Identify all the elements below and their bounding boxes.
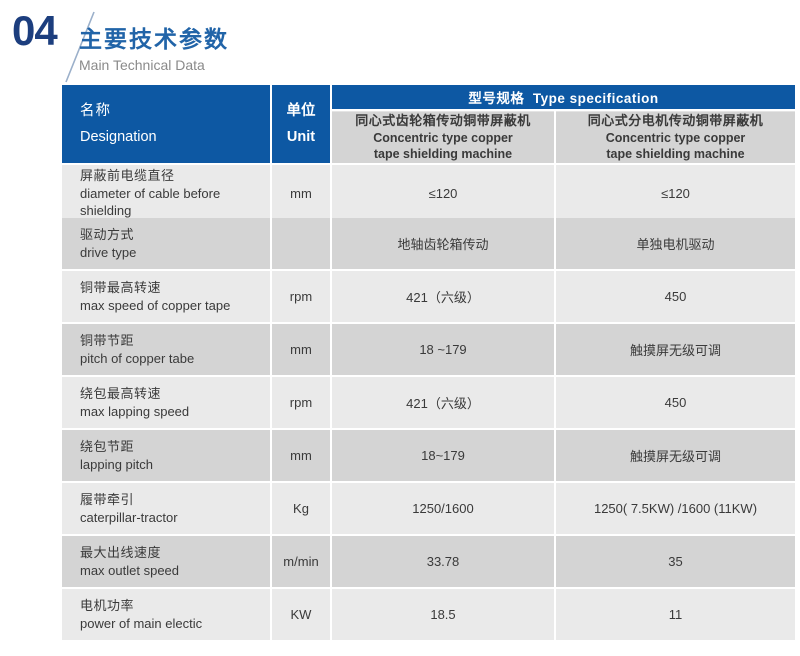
col-header-designation-en: Designation <box>80 129 157 145</box>
row-designation-zh: 绕包节距 <box>80 438 135 454</box>
machine-2-name-en-line1: Concentric type copper <box>605 130 746 145</box>
row-designation-zh: 电机功率 <box>80 597 135 613</box>
machine-1-name-zh: 同心式齿轮箱传动铜带屏蔽机 <box>355 113 531 129</box>
row-unit: rpm <box>272 377 330 428</box>
row-value-machine-2: ≤120 <box>556 165 795 222</box>
table-row: 驱动方式 drive type 地轴齿轮箱传动 单独电机驱动 <box>62 218 795 269</box>
row-designation: 屏蔽前电缆直径 diameter of cable before shieldi… <box>62 165 270 222</box>
row-value-machine-2: 单独电机驱动 <box>556 218 795 269</box>
row-unit: KW <box>272 589 330 640</box>
table-header: 名称 Designation 单位 Unit 型号规格 Type specifi… <box>62 85 795 163</box>
slash-divider-icon <box>65 11 95 83</box>
col-header-unit: 单位 Unit <box>272 85 330 163</box>
row-unit <box>272 218 330 269</box>
row-value-machine-2: 1250( 7.5KW) /1600 (11KW) <box>556 483 795 534</box>
row-value-machine-2: 35 <box>556 536 795 587</box>
row-unit: mm <box>272 165 330 222</box>
row-designation: 履带牵引 caterpillar-tractor <box>62 483 270 534</box>
row-unit: m/min <box>272 536 330 587</box>
type-spec-header-group: 型号规格 Type specification 同心式齿轮箱传动铜带屏蔽机 Co… <box>332 85 795 163</box>
row-designation: 电机功率 power of main electic <box>62 589 270 640</box>
row-value-machine-2: 触摸屏无级可调 <box>556 324 795 375</box>
row-designation-zh: 绕包最高转速 <box>80 385 162 401</box>
col-header-designation-zh: 名称 <box>80 102 111 119</box>
page-title-zh: 主要技术参数 <box>79 26 229 52</box>
table-row: 铜带节距 pitch of copper tabe mm 18 ~179 触摸屏… <box>62 324 795 375</box>
page-title-en: Main Technical Data <box>79 57 205 73</box>
row-value-machine-1: 421（六级） <box>332 377 554 428</box>
row-value-machine-2: 450 <box>556 271 795 322</box>
row-designation-zh: 铜带节距 <box>80 332 135 348</box>
machine-1-name-en-line1: Concentric type copper <box>373 130 513 145</box>
type-spec-banner: 型号规格 Type specification <box>332 85 795 109</box>
row-value-machine-1: 地轴齿轮箱传动 <box>332 218 554 269</box>
row-designation-zh: 驱动方式 <box>80 226 135 242</box>
row-value-machine-1: 18.5 <box>332 589 554 640</box>
row-designation-en: max lapping speed <box>80 403 190 419</box>
table-row: 铜带最高转速 max speed of copper tape rpm 421（… <box>62 271 795 322</box>
row-designation-zh: 铜带最高转速 <box>80 279 162 295</box>
row-designation: 铜带节距 pitch of copper tabe <box>62 324 270 375</box>
row-unit: mm <box>272 324 330 375</box>
col-header-machine-1: 同心式齿轮箱传动铜带屏蔽机 Concentric type copper tap… <box>332 111 554 163</box>
table-row: 电机功率 power of main electic KW 18.5 11 <box>62 589 795 640</box>
row-unit: Kg <box>272 483 330 534</box>
tech-data-table: 名称 Designation 单位 Unit 型号规格 Type specifi… <box>62 85 795 640</box>
row-unit: mm <box>272 430 330 481</box>
row-designation: 绕包最高转速 max lapping speed <box>62 377 270 428</box>
row-designation: 最大出线速度 max outlet speed <box>62 536 270 587</box>
row-value-machine-1: 421（六级） <box>332 271 554 322</box>
row-designation-zh: 最大出线速度 <box>80 544 162 560</box>
row-value-machine-2: 触摸屏无级可调 <box>556 430 795 481</box>
row-designation-en: drive type <box>80 244 137 260</box>
col-header-machine-2: 同心式分电机传动铜带屏蔽机 Concentric type copper tap… <box>556 111 795 163</box>
row-value-machine-1: 18 ~179 <box>332 324 554 375</box>
section-number: 04 <box>12 7 58 54</box>
row-designation-zh: 履带牵引 <box>80 491 135 507</box>
machine-2-name-en-line2: tape shielding machine <box>606 146 745 161</box>
col-header-unit-zh: 单位 <box>286 102 316 119</box>
table-row: 绕包节距 lapping pitch mm 18~179 触摸屏无级可调 <box>62 430 795 481</box>
col-header-designation: 名称 Designation <box>62 85 270 163</box>
row-value-machine-1: ≤120 <box>332 165 554 222</box>
row-designation: 铜带最高转速 max speed of copper tape <box>62 271 270 322</box>
row-designation: 驱动方式 drive type <box>62 218 270 269</box>
row-value-machine-1: 33.78 <box>332 536 554 587</box>
table-row: 最大出线速度 max outlet speed m/min 33.78 35 <box>62 536 795 587</box>
machine-type-headers: 同心式齿轮箱传动铜带屏蔽机 Concentric type copper tap… <box>332 111 795 163</box>
table-row: 屏蔽前电缆直径 diameter of cable before shieldi… <box>62 165 795 222</box>
row-designation: 绕包节距 lapping pitch <box>62 430 270 481</box>
row-designation-en: max outlet speed <box>80 562 180 578</box>
page-title-block: 主要技术参数 Main Technical Data <box>79 20 229 73</box>
table-row: 履带牵引 caterpillar-tractor Kg 1250/1600 12… <box>62 483 795 534</box>
row-value-machine-2: 11 <box>556 589 795 640</box>
row-designation-en: max speed of copper tape <box>80 297 231 313</box>
table-body: 屏蔽前电缆直径 diameter of cable before shieldi… <box>62 165 795 640</box>
row-value-machine-2: 450 <box>556 377 795 428</box>
row-value-machine-1: 18~179 <box>332 430 554 481</box>
row-designation-en: pitch of copper tabe <box>80 350 195 366</box>
machine-1-name-en-line2: tape shielding machine <box>373 146 513 161</box>
row-designation-zh: 屏蔽前电缆直径 <box>80 168 175 183</box>
table-row: 绕包最高转速 max lapping speed rpm 421（六级） 450 <box>62 377 795 428</box>
row-designation-en: diameter of cable before shielding <box>80 185 221 219</box>
row-designation-en: power of main electic <box>80 615 203 631</box>
row-designation-en: lapping pitch <box>80 456 153 472</box>
col-header-unit-en: Unit <box>286 129 316 145</box>
row-value-machine-1: 1250/1600 <box>332 483 554 534</box>
machine-2-name-zh: 同心式分电机传动铜带屏蔽机 <box>587 113 764 129</box>
row-designation-en: caterpillar-tractor <box>80 509 178 525</box>
row-unit: rpm <box>272 271 330 322</box>
